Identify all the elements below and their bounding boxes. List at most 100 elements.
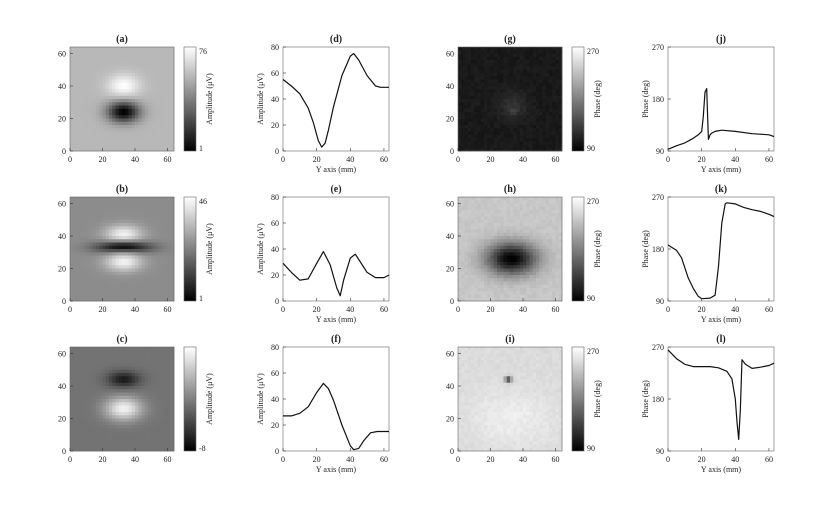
heatmap-cell (122, 415, 126, 419)
heatmap-cell (76, 425, 81, 429)
heatmap-cell (516, 66, 521, 71)
heatmap-cell (467, 265, 472, 269)
heatmap-cell (164, 216, 168, 221)
heatmap-cell (148, 229, 152, 234)
heatmap-cell (122, 147, 126, 152)
heatmap-cell (474, 66, 478, 71)
heatmap-cell (493, 60, 498, 64)
heatmap-cell (558, 53, 563, 58)
heatmap-cell (545, 255, 550, 260)
heatmap-cell (493, 89, 498, 93)
heatmap-cell (131, 284, 136, 289)
heatmap-cell (500, 141, 504, 145)
heatmap-cell (461, 252, 465, 256)
heatmap-cell (125, 249, 129, 253)
heatmap-cell (532, 66, 537, 71)
heatmap-cell (70, 405, 74, 410)
heatmap-cell (167, 125, 172, 129)
heatmap-cell (76, 138, 81, 142)
heatmap-cell (122, 376, 126, 380)
heatmap-cell (542, 255, 547, 260)
heatmap-cell (516, 131, 521, 136)
heatmap-cell (467, 284, 472, 289)
heatmap-cell (154, 79, 159, 84)
heatmap-cell (549, 60, 553, 64)
heatmap-cell (122, 60, 126, 64)
heatmap-cell (102, 203, 107, 208)
heatmap-cell (154, 66, 159, 71)
heatmap-cell (513, 278, 517, 282)
heatmap-cell (480, 291, 485, 295)
heatmap-cell (151, 252, 155, 256)
heatmap-cell (96, 376, 100, 380)
heatmap-cell (474, 252, 478, 256)
heatmap-cell (461, 66, 465, 71)
heatmap-cell (92, 79, 97, 84)
heatmap-cell (523, 210, 527, 214)
heatmap-cell (99, 399, 103, 403)
heatmap-cell (99, 99, 103, 103)
heatmap-cell (105, 66, 110, 71)
heatmap-cell (500, 232, 504, 237)
heatmap-cell (148, 131, 152, 136)
heatmap-cell (513, 50, 517, 54)
heatmap-cell (89, 219, 94, 224)
heatmap-cell (83, 284, 87, 289)
heatmap-cell (92, 95, 97, 100)
heatmap-cell (89, 376, 94, 380)
heatmap-cell (76, 95, 81, 100)
y-tick-label: 20 (58, 265, 66, 274)
heatmap-cell (526, 262, 530, 266)
heatmap-cell (549, 73, 553, 77)
heatmap-cell (506, 213, 511, 217)
heatmap-cell (506, 66, 511, 71)
heatmap-cell (493, 138, 498, 142)
heatmap-cell (513, 249, 517, 253)
heatmap-cell (109, 112, 113, 116)
heatmap-cell (125, 395, 129, 400)
heatmap-cell (490, 268, 495, 273)
heatmap-cell (135, 239, 139, 243)
heatmap-cell (461, 131, 465, 136)
heatmap-cell (118, 249, 123, 253)
heatmap-cell (497, 121, 501, 126)
heatmap-cell (141, 415, 146, 419)
heatmap-cell (532, 95, 537, 100)
heatmap-cell (99, 86, 103, 90)
heatmap-cell (115, 229, 120, 234)
heatmap-cell (109, 125, 113, 129)
heatmap-cell (125, 206, 129, 211)
heatmap-cell (529, 131, 534, 136)
heatmap-cell (493, 278, 498, 282)
heatmap-cell (484, 125, 488, 129)
heatmap-cell (154, 60, 159, 64)
heatmap-cell (497, 50, 501, 54)
heatmap-cell (89, 288, 94, 292)
heatmap-cell (497, 141, 501, 145)
heatmap-cell (500, 255, 504, 260)
heatmap-cell (99, 138, 103, 142)
heatmap-cell (144, 278, 149, 282)
heatmap-cell (526, 125, 530, 129)
heatmap-cell (154, 118, 159, 123)
heatmap-cell (112, 418, 116, 423)
heatmap-cell (73, 252, 77, 256)
heatmap-cell (148, 239, 152, 243)
heatmap-cell (151, 115, 155, 119)
heatmap-cell (96, 389, 100, 393)
heatmap-cell (76, 141, 81, 145)
heatmap-cell (89, 271, 94, 276)
heatmap-cell (135, 86, 139, 90)
heatmap-cell (497, 79, 501, 84)
heatmap-cell (526, 47, 530, 51)
heatmap-cell (105, 369, 110, 374)
heatmap-cell (148, 95, 152, 100)
heatmap-cell (154, 102, 159, 106)
heatmap-cell (73, 47, 77, 51)
heatmap-cell (115, 128, 120, 132)
y-tick-label: 20 (271, 271, 279, 280)
heatmap-cell (549, 56, 553, 61)
heatmap-cell (542, 278, 547, 282)
heatmap-cell (477, 288, 482, 292)
heatmap-cell (76, 73, 81, 77)
